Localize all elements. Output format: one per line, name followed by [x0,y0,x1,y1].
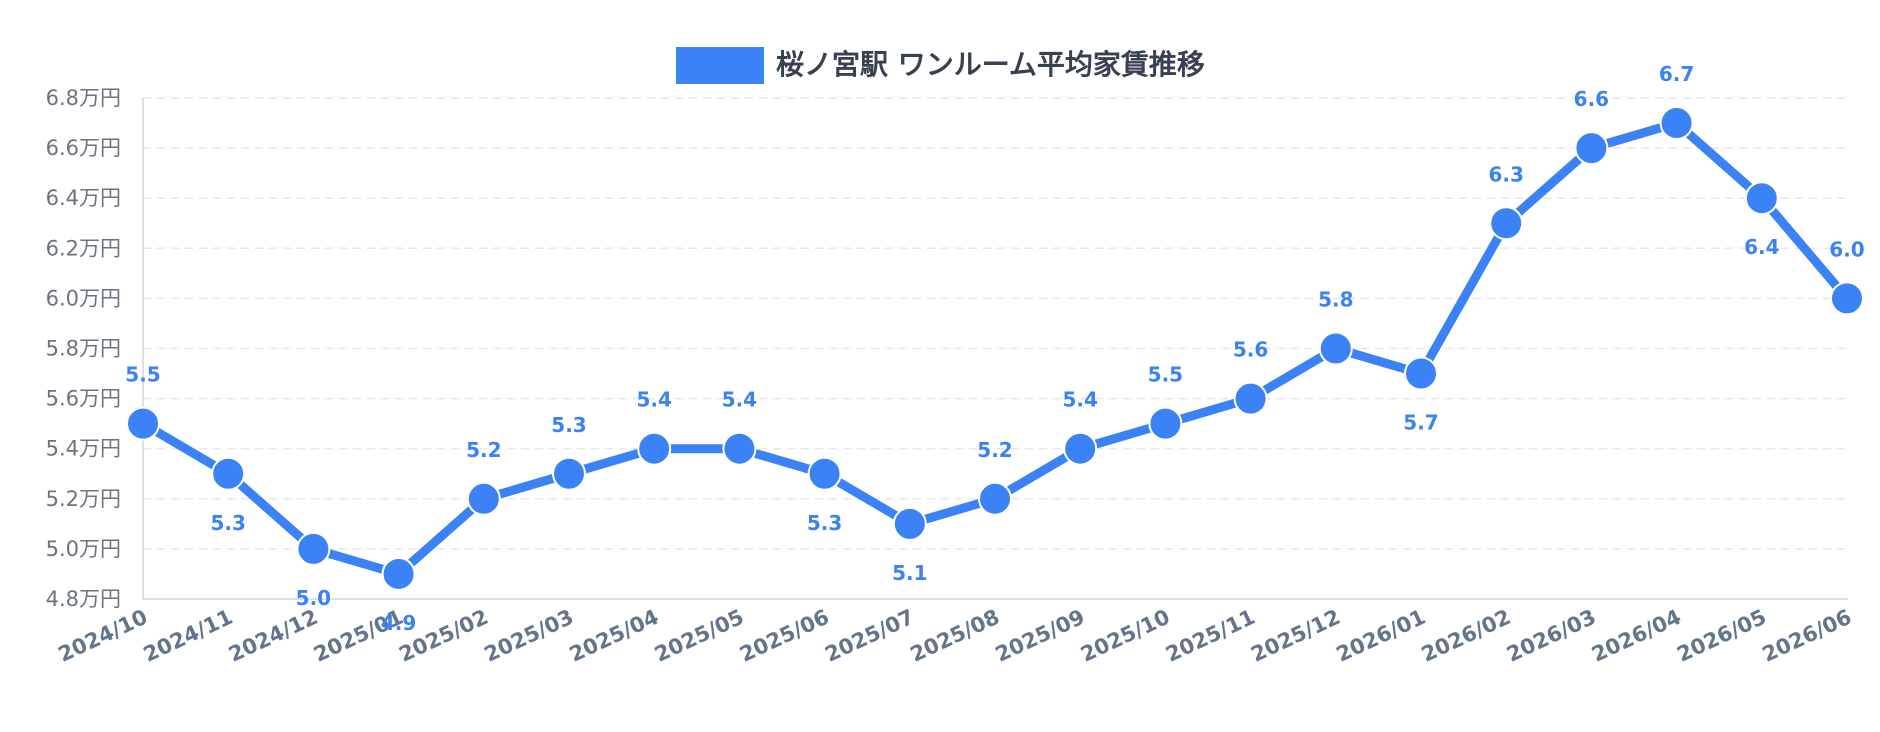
x-tick-label: 2026/01 [1333,605,1430,667]
data-label: 6.7 [1659,62,1694,86]
x-tick-label: 2026/06 [1759,605,1856,667]
data-label: 6.3 [1488,162,1523,186]
data-point[interactable] [1063,431,1098,466]
data-label: 5.6 [1233,338,1268,362]
y-axis-ticks: 4.8万円 5.0万円 5.2万円 5.4万円 5.6万円 5.8万円 6.0万円 6.2万円… [46,86,121,611]
y-tick-label: 6.0万円 [46,286,121,310]
data-label: 5.4 [1062,388,1097,412]
data-label: 6.4 [1744,235,1779,259]
data-label: 5.4 [722,388,757,412]
x-tick-label: 2024/11 [140,605,237,667]
x-tick-label: 2025/04 [566,605,663,667]
x-tick-label: 2025/06 [736,605,833,667]
data-point[interactable] [126,406,160,441]
legend-label: 桜ノ宮駅 ワンルーム平均家賃推移 [776,48,1205,81]
data-point[interactable] [1318,331,1353,366]
x-tick-label: 2026/03 [1503,605,1600,667]
data-point[interactable] [978,481,1012,516]
y-tick-label: 6.4万円 [46,186,121,210]
legend-swatch [676,47,764,84]
data-points [126,106,1864,591]
data-label: 5.7 [1403,411,1438,435]
data-point[interactable] [296,531,331,566]
data-point[interactable] [1574,131,1609,166]
axes [142,98,1848,600]
data-point[interactable] [1233,381,1268,416]
x-axis-ticks: 2024/102024/112024/122025/012025/022025/… [55,605,1856,667]
data-point[interactable] [637,431,672,466]
data-point[interactable] [1148,406,1183,441]
y-tick-label: 4.8万円 [46,587,121,611]
y-tick-label: 6.2万円 [46,236,121,260]
x-tick-label: 2024/10 [55,605,152,667]
data-label: 5.3 [807,511,842,535]
data-point[interactable] [1744,181,1779,216]
data-label: 5.0 [296,586,331,610]
chart-legend[interactable]: 桜ノ宮駅 ワンルーム平均家賃推移 [676,47,1205,84]
x-tick-label: 2026/02 [1418,605,1515,667]
data-point[interactable] [722,431,757,466]
x-tick-label: 2025/03 [481,605,578,667]
data-label: 5.5 [1148,363,1183,387]
data-label: 5.1 [892,561,927,585]
x-tick-label: 2025/08 [907,605,1004,667]
y-tick-label: 5.8万円 [46,337,121,361]
data-point[interactable] [1659,106,1694,141]
y-tick-label: 5.4万円 [46,437,121,461]
data-point[interactable] [892,506,927,541]
x-tick-label: 2025/12 [1247,605,1344,667]
data-labels: 5.5 5.3 5.0 4.9 5.2 5.3 5.4 5.4 5.3 5.1 5.2 5.4 5.5 5… [125,62,1864,635]
y-tick-label: 6.6万円 [46,136,121,160]
x-tick-label: 2025/07 [821,605,918,667]
y-tick-label: 5.6万円 [46,387,121,411]
data-point[interactable] [1830,281,1864,316]
x-tick-label: 2026/05 [1673,605,1770,667]
data-point[interactable] [552,456,586,491]
grid-lines [143,97,1848,550]
y-tick-label: 5.0万円 [46,537,121,561]
x-tick-label: 2025/10 [1077,605,1174,667]
data-label: 5.4 [636,388,671,412]
y-tick-label: 5.2万円 [46,487,121,511]
data-point[interactable] [211,456,246,491]
data-point[interactable] [1489,206,1524,241]
x-tick-label: 2025/05 [651,605,748,667]
data-label: 5.8 [1318,288,1353,312]
x-tick-label: 2025/11 [1162,605,1259,667]
x-tick-label: 2024/12 [225,605,322,667]
data-point[interactable] [466,481,501,516]
data-point[interactable] [807,456,842,491]
data-label: 5.3 [210,511,245,535]
x-tick-label: 2025/09 [992,605,1089,667]
data-label: 5.5 [125,363,160,387]
data-point[interactable] [1404,356,1438,391]
x-tick-label: 2026/04 [1588,605,1685,667]
data-label: 5.2 [466,438,501,462]
data-label: 6.6 [1574,87,1609,111]
data-label: 4.9 [381,611,416,635]
data-label: 5.2 [977,438,1012,462]
data-label: 5.3 [551,413,586,437]
data-label: 6.0 [1829,237,1864,261]
y-tick-label: 6.8万円 [46,86,121,110]
data-point[interactable] [381,556,416,591]
